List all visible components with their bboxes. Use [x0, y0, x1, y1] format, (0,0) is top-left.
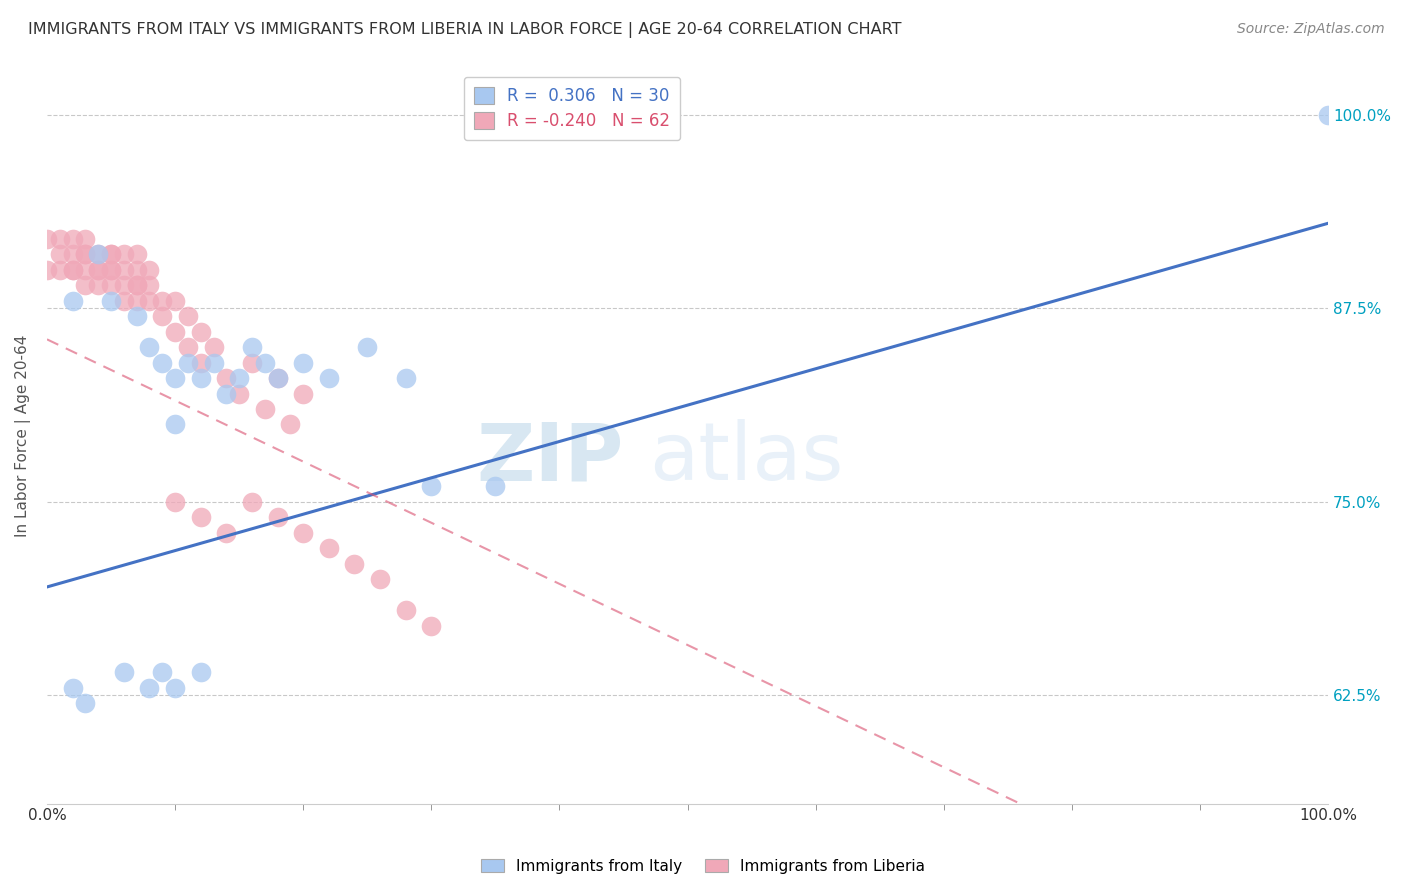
Point	[395, 371, 418, 385]
Point	[100, 247, 122, 261]
Point	[1317, 108, 1340, 122]
Point	[190, 355, 212, 369]
Point	[150, 355, 173, 369]
Point	[266, 371, 288, 385]
Point	[253, 355, 276, 369]
Point	[112, 665, 135, 679]
Point	[62, 247, 84, 261]
Point	[190, 371, 212, 385]
Point	[75, 278, 97, 293]
Point	[100, 262, 122, 277]
Point	[138, 681, 160, 695]
Point	[100, 262, 122, 277]
Legend: R =  0.306   N = 30, R = -0.240   N = 62: R = 0.306 N = 30, R = -0.240 N = 62	[464, 77, 681, 140]
Point	[49, 262, 72, 277]
Point	[202, 340, 225, 354]
Point	[62, 232, 84, 246]
Point	[420, 479, 443, 493]
Point	[228, 386, 250, 401]
Point	[190, 510, 212, 524]
Point	[138, 278, 160, 293]
Point	[150, 293, 173, 308]
Point	[165, 681, 187, 695]
Point	[266, 510, 288, 524]
Point	[87, 262, 110, 277]
Point	[292, 355, 315, 369]
Point	[240, 340, 263, 354]
Point	[62, 262, 84, 277]
Point	[240, 355, 263, 369]
Y-axis label: In Labor Force | Age 20-64: In Labor Force | Age 20-64	[15, 334, 31, 537]
Text: Source: ZipAtlas.com: Source: ZipAtlas.com	[1237, 22, 1385, 37]
Point	[228, 371, 250, 385]
Point	[165, 417, 187, 432]
Point	[125, 278, 148, 293]
Point	[292, 525, 315, 540]
Point	[165, 495, 187, 509]
Text: IMMIGRANTS FROM ITALY VS IMMIGRANTS FROM LIBERIA IN LABOR FORCE | AGE 20-64 CORR: IMMIGRANTS FROM ITALY VS IMMIGRANTS FROM…	[28, 22, 901, 38]
Point	[215, 525, 238, 540]
Point	[165, 293, 187, 308]
Point	[62, 262, 84, 277]
Point	[356, 340, 378, 354]
Point	[100, 247, 122, 261]
Text: ZIP: ZIP	[477, 419, 623, 497]
Point	[125, 278, 148, 293]
Point	[35, 262, 58, 277]
Point	[318, 541, 340, 556]
Point	[240, 495, 263, 509]
Point	[62, 681, 84, 695]
Point	[202, 355, 225, 369]
Point	[49, 232, 72, 246]
Point	[177, 340, 200, 354]
Point	[280, 417, 302, 432]
Point	[177, 309, 200, 323]
Legend: Immigrants from Italy, Immigrants from Liberia: Immigrants from Italy, Immigrants from L…	[475, 853, 931, 880]
Point	[125, 309, 148, 323]
Point	[125, 293, 148, 308]
Point	[87, 278, 110, 293]
Point	[190, 665, 212, 679]
Point	[215, 371, 238, 385]
Point	[318, 371, 340, 385]
Point	[138, 340, 160, 354]
Point	[49, 247, 72, 261]
Point	[75, 696, 97, 710]
Point	[75, 232, 97, 246]
Point	[484, 479, 506, 493]
Point	[150, 665, 173, 679]
Point	[112, 278, 135, 293]
Point	[125, 247, 148, 261]
Point	[100, 293, 122, 308]
Point	[420, 618, 443, 632]
Point	[62, 293, 84, 308]
Point	[395, 603, 418, 617]
Point	[215, 386, 238, 401]
Point	[253, 402, 276, 417]
Text: atlas: atlas	[650, 419, 844, 497]
Point	[87, 262, 110, 277]
Point	[112, 293, 135, 308]
Point	[343, 557, 366, 571]
Point	[112, 247, 135, 261]
Point	[35, 232, 58, 246]
Point	[87, 247, 110, 261]
Point	[75, 262, 97, 277]
Point	[125, 262, 148, 277]
Point	[165, 371, 187, 385]
Point	[165, 325, 187, 339]
Point	[138, 262, 160, 277]
Point	[150, 309, 173, 323]
Point	[177, 355, 200, 369]
Point	[75, 247, 97, 261]
Point	[112, 262, 135, 277]
Point	[266, 371, 288, 385]
Point	[138, 293, 160, 308]
Point	[75, 247, 97, 261]
Point	[100, 278, 122, 293]
Point	[292, 386, 315, 401]
Point	[87, 247, 110, 261]
Point	[368, 572, 391, 586]
Point	[190, 325, 212, 339]
